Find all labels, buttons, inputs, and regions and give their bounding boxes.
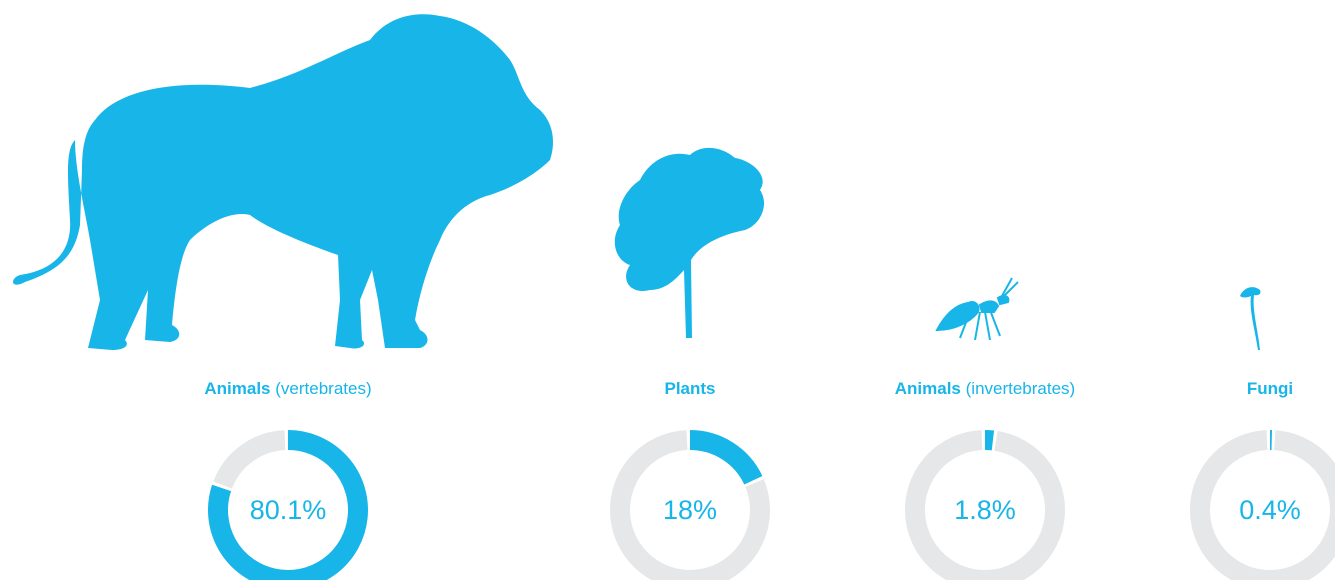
title-strong: Animals — [895, 379, 961, 398]
chart-title: Animals (invertebrates) — [895, 379, 1075, 398]
center-label: 18% — [663, 495, 717, 525]
center-label: 80.1% — [250, 495, 327, 525]
chart-title: Plants — [664, 379, 715, 398]
donut-segment — [690, 440, 753, 480]
title-sub: (invertebrates) — [966, 379, 1076, 398]
icons — [13, 14, 1261, 350]
donut-track — [223, 440, 285, 485]
center-label: 1.8% — [954, 495, 1016, 525]
title-strong: Animals — [204, 379, 270, 398]
chart-title: Animals (vertebrates) — [204, 379, 371, 398]
title-sub: (vertebrates) — [275, 379, 371, 398]
page: Animals (vertebrates) 80.1% Plants 18% Anima… — [0, 0, 1335, 580]
title-strong: Fungi — [1247, 379, 1293, 398]
lion-icon — [13, 14, 553, 350]
tree-icon — [615, 148, 764, 338]
chart: Animals (vertebrates) 80.1% Plants 18% Anima… — [0, 0, 1335, 580]
chart-title: Fungi — [1247, 379, 1293, 398]
ant-icon — [937, 278, 1018, 340]
center-label: 0.4% — [1239, 495, 1301, 525]
title-strong: Plants — [664, 379, 715, 398]
fungus-icon — [1240, 287, 1261, 350]
